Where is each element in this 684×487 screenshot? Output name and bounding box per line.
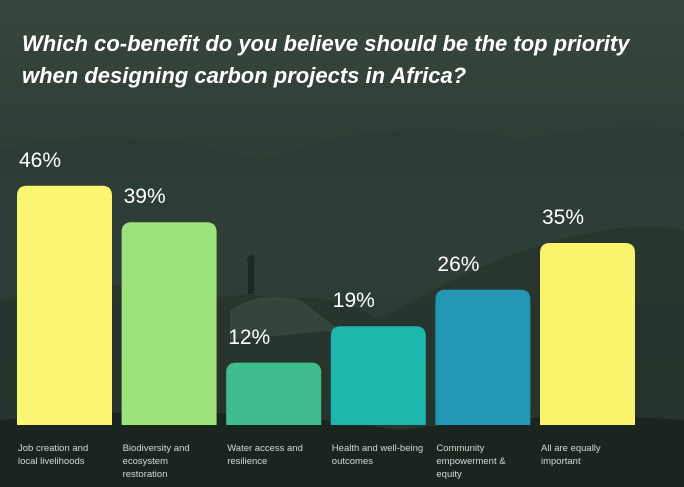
category-label: Job creation and local livelihoods [18,443,89,467]
category-label: Water access and resilience [227,443,303,467]
category-label: Biodiversity and ecosystem restoration [122,443,190,480]
category-label: Community empowerment & equity [436,443,506,480]
category-label: All are equally important [541,443,601,467]
value-label: 39% [123,185,166,209]
bar [330,326,426,425]
category-label: Health and well-being outcomes [331,443,424,467]
bar [121,222,217,425]
value-label: 26% [437,252,480,276]
value-label: 12% [228,325,271,349]
value-label: 46% [19,148,62,172]
bar [540,243,635,425]
value-label: 19% [332,289,375,313]
bar [435,289,531,425]
chart-title: Which co-benefit do you believe should b… [22,31,630,88]
bar [226,362,322,425]
bar [17,185,112,425]
value-label: 35% [542,206,585,229]
